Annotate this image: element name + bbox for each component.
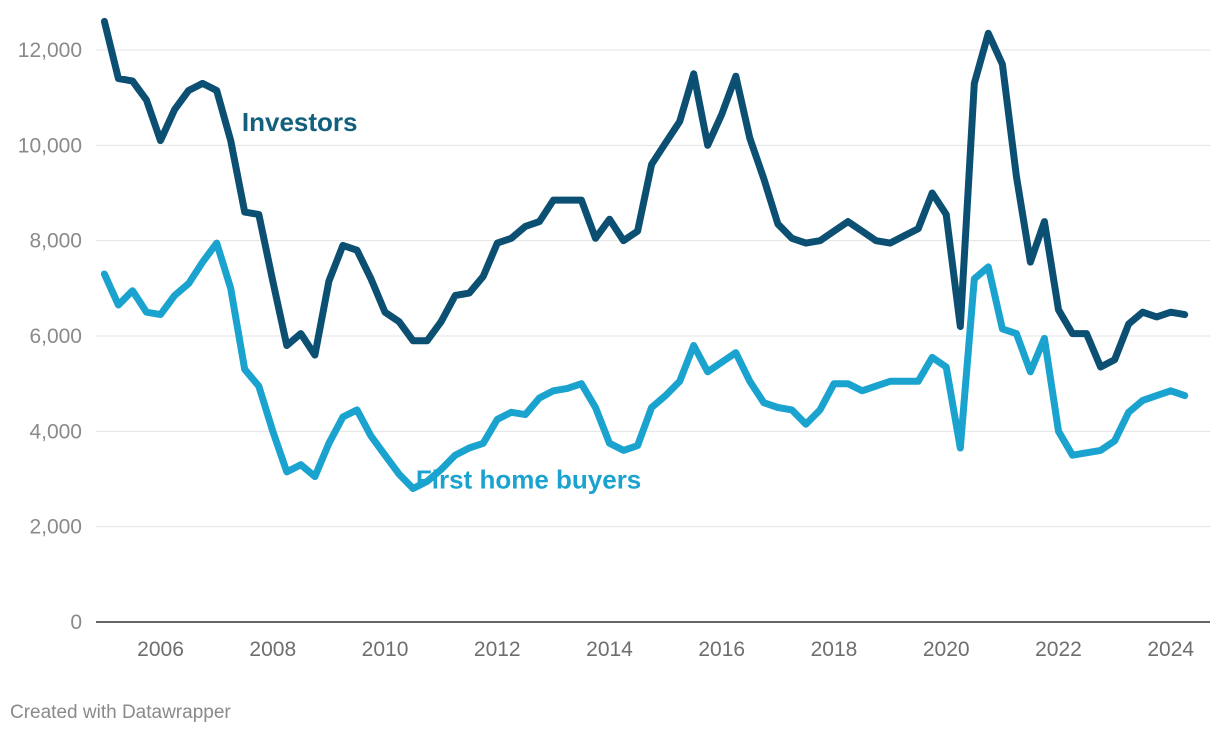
y-tick-label: 4,000 [29,420,82,443]
credit-text: Created with Datawrapper [10,702,231,723]
y-tick-label: 10,000 [18,134,82,157]
series-label-investors: Investors [242,107,358,137]
x-tick-label: 2008 [249,638,296,661]
x-tick-label: 2014 [586,638,633,661]
series-labels: Investors First home buyers [242,107,641,495]
x-tick-label: 2022 [1035,638,1082,661]
series-line-investors [100,17,1189,371]
y-tick-label: 2,000 [29,516,82,539]
series-lines [100,17,1189,492]
y-tick-label: 8,000 [29,230,82,253]
y-tick-label: 12,000 [18,39,82,62]
x-tick-label: 2020 [923,638,970,661]
y-axis-ticks: 0 2,000 4,000 6,000 8,000 10,000 12,000 [18,39,82,634]
series-label-first-home-buyers: First home buyers [416,465,641,495]
y-tick-label: 6,000 [29,325,82,348]
series-line-first-home-buyers [100,239,1189,492]
x-tick-label: 2016 [698,638,745,661]
y-tick-label: 0 [70,611,82,634]
x-tick-label: 2018 [811,638,858,661]
x-axis-ticks: 2006 2008 2010 2012 2014 2016 2018 2020 2022 2024 [137,638,1194,661]
x-tick-label: 2012 [474,638,521,661]
x-tick-label: 2006 [137,638,184,661]
x-tick-label: 2010 [362,638,409,661]
x-tick-label: 2024 [1147,638,1194,661]
